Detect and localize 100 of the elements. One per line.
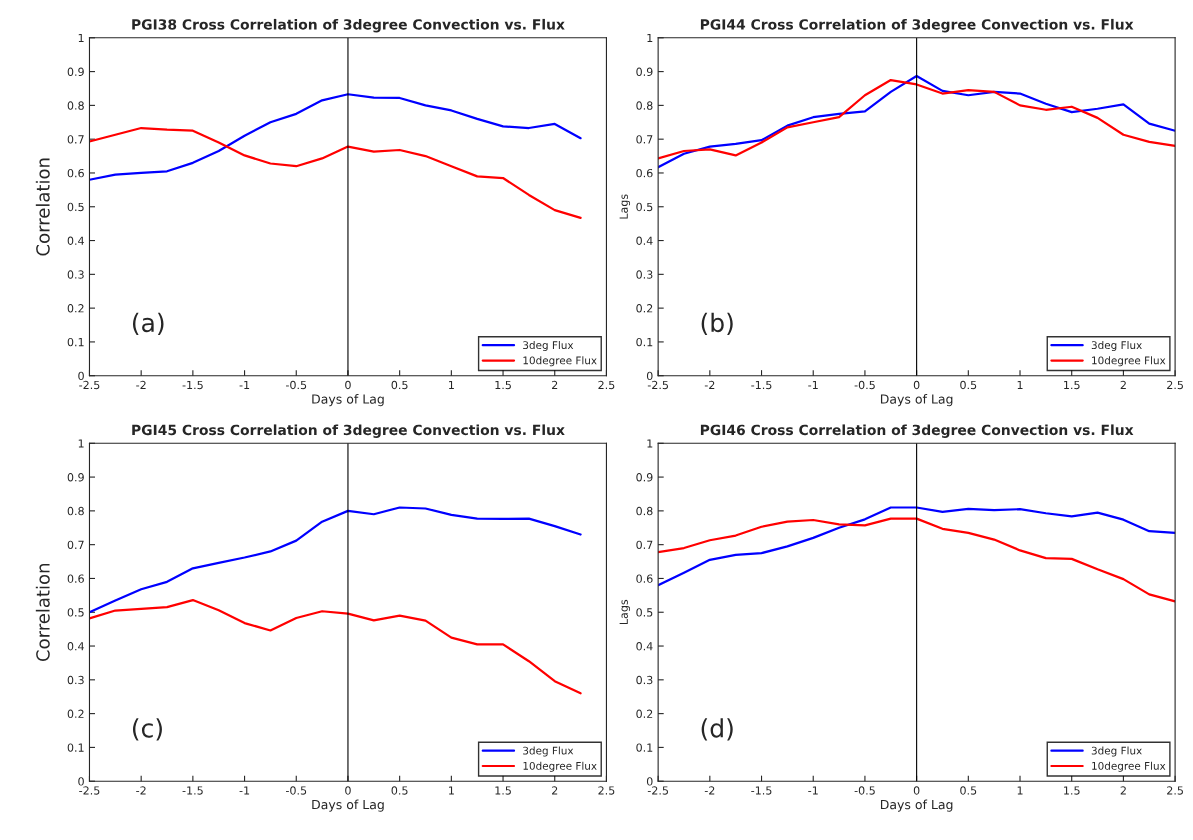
y-tick-label: 0.2 — [67, 709, 84, 718]
line-series — [89, 126, 582, 220]
y-tick-label: 0.3 — [67, 270, 84, 279]
x-tick-label: -2.5 — [647, 786, 669, 795]
x-tick-label: 0 — [345, 786, 351, 795]
y-tick-label: 0.7 — [636, 135, 653, 144]
y-tick-label: 0.7 — [67, 135, 84, 144]
y-tick-label: 0.1 — [636, 337, 653, 347]
x-axis-title: Days of Lag — [312, 394, 384, 407]
y-axis-title: Correlation — [35, 564, 50, 662]
x-tick-label: -1.5 — [182, 380, 203, 390]
chart-title: PGI44 Cross Correlation of 3degree Convection vs. Flux — [700, 18, 1134, 33]
y-axis-title: Lags — [619, 194, 631, 219]
x-axis-title: Days of Lag — [312, 799, 384, 812]
y-tick-label: 0.9 — [67, 473, 84, 482]
y-tick-label: 0.8 — [67, 506, 84, 516]
y-tick-label: 0 — [646, 371, 653, 381]
y-tick-label: 0 — [78, 371, 84, 381]
x-tick-label: 2.5 — [598, 380, 615, 390]
y-tick-label: 0.3 — [67, 675, 84, 685]
line-series — [89, 598, 582, 695]
y-tick-label: 0.3 — [636, 270, 653, 279]
y-tick-label: 0.8 — [636, 506, 653, 516]
y-tick-label: 0.2 — [636, 304, 653, 313]
x-tick-label: 1.5 — [495, 786, 511, 795]
y-tick-label: 0.8 — [636, 101, 653, 110]
y-tick-label: 1 — [78, 439, 84, 448]
x-tick-label: -2.5 — [647, 380, 669, 390]
y-tick-label: 0.9 — [67, 67, 84, 76]
x-tick-label: -2 — [136, 786, 146, 795]
x-tick-label: -2 — [704, 786, 715, 795]
y-tick-label: 0.4 — [636, 642, 653, 651]
x-tick-label: -0.5 — [854, 380, 875, 390]
x-tick-label: -1 — [808, 786, 818, 795]
x-tick-label: -0.5 — [285, 380, 307, 390]
x-tick-label: 2.5 — [598, 786, 615, 795]
y-tick-label: 0.1 — [67, 337, 84, 347]
x-tick-label: -2.5 — [79, 786, 100, 795]
x-tick-label: -0.5 — [285, 786, 307, 795]
y-tick-label: 1 — [647, 33, 653, 43]
y-tick-label: 1 — [78, 33, 84, 43]
x-tick-label: 2 — [1120, 380, 1126, 390]
y-tick-label: 0.2 — [636, 709, 653, 718]
x-tick-label: 1.5 — [1064, 380, 1080, 390]
x-tick-label: 0 — [345, 380, 351, 390]
x-tick-label: -0.5 — [854, 786, 875, 795]
x-axis-title: Days of Lag — [880, 799, 953, 812]
legend-label: 10degree Flux — [1092, 356, 1166, 367]
legend-label: 3deg Flux — [1091, 746, 1142, 757]
legend-label: 10degree Flux — [523, 356, 597, 367]
x-tick-label: 1 — [1017, 786, 1023, 795]
x-tick-label: 0 — [913, 786, 920, 795]
x-tick-label: -1 — [239, 380, 250, 390]
y-tick-label: 0.6 — [67, 168, 84, 178]
x-tick-label: 1.5 — [495, 380, 511, 390]
x-tick-label: 0.5 — [960, 380, 977, 390]
line-series — [658, 506, 1176, 587]
x-tick-label: -1.5 — [182, 786, 203, 795]
x-tick-label: 2 — [552, 380, 558, 390]
y-axis-title: Lags — [619, 599, 631, 625]
chart-title: PGI45 Cross Correlation of 3degree Convection vs. Flux — [132, 424, 565, 438]
y-tick-label: 0.6 — [636, 574, 653, 583]
x-tick-label: -2 — [136, 380, 146, 390]
x-tick-label: 1 — [449, 786, 454, 795]
x-tick-label: 2 — [552, 786, 558, 795]
x-tick-label: 0.5 — [960, 786, 977, 795]
x-tick-label: 1 — [1017, 380, 1023, 390]
y-tick-label: 0.4 — [67, 642, 84, 651]
y-axis-title: Correlation — [35, 158, 50, 256]
annotation: (c) — [132, 718, 162, 741]
y-tick-label: 0.5 — [67, 608, 84, 617]
y-tick-label: 0.3 — [636, 675, 653, 685]
y-tick-label: 0.5 — [636, 202, 653, 212]
x-tick-label: -2.5 — [79, 380, 100, 390]
x-tick-label: 0.5 — [391, 380, 408, 390]
annotation: (a) — [132, 312, 164, 336]
x-tick-label: 1 — [449, 380, 454, 390]
y-tick-label: 0.6 — [67, 574, 84, 583]
y-tick-label: 0 — [78, 777, 84, 786]
y-tick-label: 0.5 — [636, 608, 653, 617]
line-series — [658, 517, 1176, 603]
y-tick-label: 0.9 — [636, 67, 653, 76]
chart-title: PGI46 Cross Correlation of 3degree Convection vs. Flux — [700, 424, 1134, 438]
legend-label: 3deg Flux — [523, 340, 574, 352]
y-tick-label: 0.1 — [67, 743, 84, 752]
y-tick-label: 0.7 — [67, 540, 84, 550]
y-tick-label: 0.8 — [67, 101, 84, 110]
x-axis-title: Days of Lag — [880, 394, 953, 407]
legend-label: 3deg Flux — [1091, 340, 1142, 352]
legend-label: 10degree Flux — [523, 761, 597, 772]
y-tick-label: 0.9 — [636, 473, 653, 482]
y-tick-label: 0.6 — [636, 168, 653, 178]
legend-label: 3deg Flux — [523, 746, 574, 757]
annotation: (d) — [701, 718, 733, 741]
x-tick-label: -1.5 — [751, 380, 772, 390]
x-tick-label: 2 — [1120, 786, 1126, 795]
y-tick-label: 0.5 — [67, 202, 84, 212]
chart-title: PGI38 Cross Correlation of 3degree Convection vs. Flux — [132, 18, 565, 33]
x-tick-label: -1.5 — [751, 786, 772, 795]
line-series — [89, 93, 582, 181]
